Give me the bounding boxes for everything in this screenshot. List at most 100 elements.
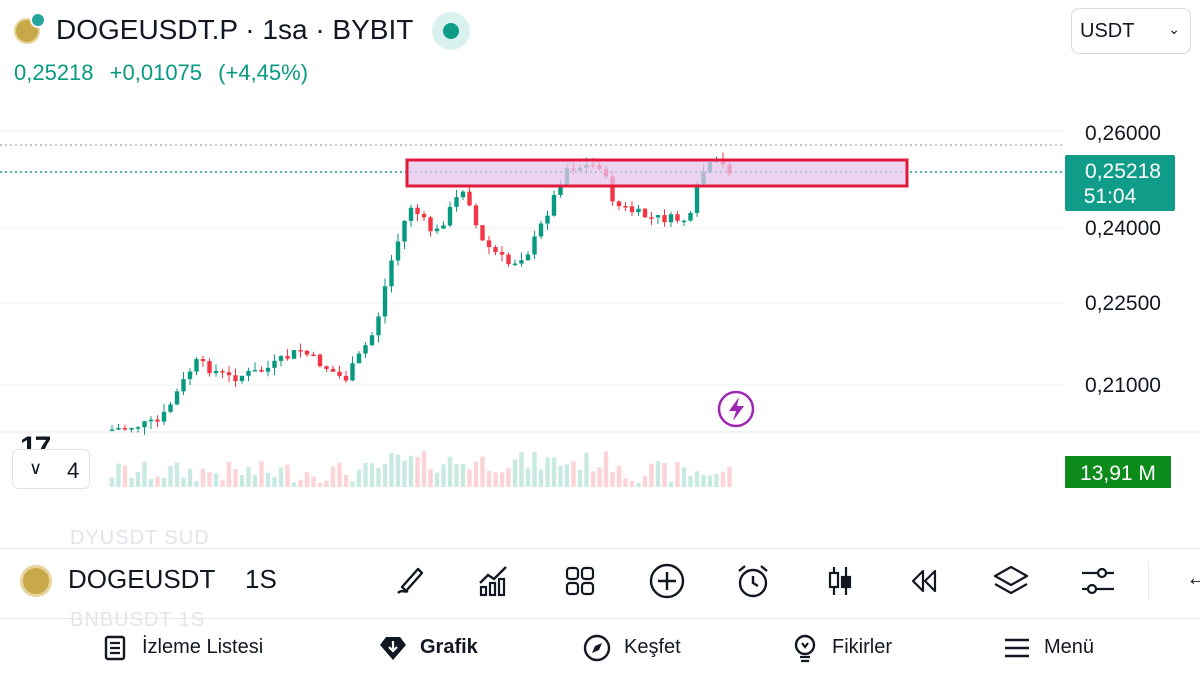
nav-explore[interactable]: Keşfet — [582, 619, 681, 676]
candle-body — [447, 206, 453, 226]
currency-select[interactable]: USDT ⌄ — [1071, 8, 1191, 54]
candle-body — [376, 316, 381, 336]
candle-body — [298, 350, 303, 352]
volume-bar — [564, 464, 570, 487]
add-plus-icon[interactable] — [645, 559, 689, 603]
candle-body — [135, 427, 141, 429]
current-price-value: 0,25218 — [1085, 160, 1161, 183]
toolbar-symbol[interactable]: DOGEUSDT — [68, 564, 216, 594]
candle-body — [649, 217, 654, 219]
volume-bar — [408, 455, 414, 487]
symbol-title[interactable]: DOGEUSDT.P · 1sa · BYBIT — [56, 14, 414, 45]
candle-body — [226, 372, 232, 376]
volume-bar — [285, 464, 290, 487]
candle-body — [369, 335, 375, 346]
volume-bar — [246, 466, 251, 487]
candle-body — [415, 207, 420, 215]
volume-bar — [681, 467, 687, 487]
volume-bar — [460, 463, 466, 487]
nav-watchlist-label: İzleme Listesi — [142, 636, 264, 658]
nav-watchlist[interactable]: İzleme Listesi — [100, 619, 263, 676]
candle-body — [278, 356, 284, 361]
toolbar-separator — [1148, 561, 1149, 601]
nav-ideas-label: Fikirler — [832, 636, 892, 658]
candle-body — [220, 370, 225, 373]
volume-bar — [629, 480, 635, 487]
candle-body — [155, 419, 160, 422]
alarm-clock-icon[interactable] — [731, 559, 775, 603]
candle-body — [467, 191, 472, 206]
nav-menu[interactable]: Menü — [1002, 619, 1094, 676]
indicators-icon[interactable] — [472, 559, 516, 603]
chart-toolbar: DYUSDT SUD BNBUSDT 1S DOGEUSDT 1S ← — [0, 527, 1200, 631]
volume-bar — [441, 464, 446, 487]
candle-body — [675, 214, 680, 221]
volume-bar — [447, 456, 453, 487]
drawing-pen-icon[interactable] — [388, 559, 432, 603]
indicator-collapse-button[interactable]: ∨ 4 — [12, 449, 90, 489]
candles-icon[interactable] — [818, 559, 862, 603]
layouts-grid-icon[interactable] — [558, 559, 602, 603]
volume-bar — [454, 464, 459, 487]
settings-sliders-icon[interactable] — [1076, 559, 1120, 603]
candle-body — [317, 354, 323, 367]
price-chart[interactable]: 0,26000 0,24000 0,22500 0,21000 0,25218 … — [0, 100, 1200, 500]
volume-bar — [720, 471, 726, 487]
nav-ideas[interactable]: Fikirler — [790, 619, 892, 676]
candle-body — [662, 215, 667, 223]
candle-body — [324, 366, 329, 369]
candle-body — [389, 260, 394, 287]
candle-body — [545, 215, 550, 224]
arrow-left-icon[interactable]: ← — [1186, 565, 1200, 590]
volume-bar — [174, 462, 180, 487]
candle-body — [207, 361, 212, 374]
volume-bar — [688, 475, 693, 487]
candle-body — [382, 286, 388, 317]
replay-icon[interactable] — [903, 559, 947, 603]
volume-value-tag — [1065, 456, 1171, 488]
toolbar-interval[interactable]: 1S — [245, 564, 277, 594]
nav-chart[interactable]: Grafik — [378, 619, 478, 676]
candle-body — [109, 429, 115, 432]
volume-bar — [311, 476, 316, 487]
candle-body — [499, 251, 505, 255]
ghost-symbol-below: BNBUSDT 1S — [70, 609, 206, 631]
volume-bar — [551, 457, 557, 487]
candle-body — [246, 370, 251, 376]
volume-bar — [421, 451, 427, 487]
volume-bar — [558, 465, 563, 487]
volume-bar — [506, 467, 511, 487]
candle-body — [532, 236, 537, 255]
volume-bar — [402, 460, 407, 487]
candle-body — [213, 370, 219, 374]
candle-body — [558, 184, 563, 195]
market-open-indicator[interactable] — [432, 12, 470, 50]
candle-body — [304, 350, 310, 355]
volume-bar — [668, 481, 674, 487]
candle-body — [187, 371, 193, 380]
candle-body — [519, 260, 524, 264]
volume-bar — [252, 475, 258, 487]
candle-body — [538, 223, 544, 237]
resistance-zone — [405, 158, 909, 188]
price-axis-label: 0,26000 — [1085, 122, 1161, 145]
watchlist-icon — [104, 635, 126, 660]
ghost-symbol-above: DYUSDT SUD — [70, 527, 210, 549]
volume-bar — [304, 472, 310, 487]
volume-bar — [220, 480, 225, 487]
lightning-icon — [717, 390, 755, 428]
volume-bar — [577, 469, 583, 487]
volume-bar — [636, 482, 641, 487]
layers-icon[interactable] — [989, 559, 1033, 603]
volume-bar — [135, 472, 141, 487]
volume-bar — [616, 466, 622, 487]
volume-bar — [363, 463, 368, 487]
nav-menu-label: Menü — [1044, 636, 1095, 658]
volume-bar — [590, 471, 596, 487]
volume-bar — [519, 452, 524, 487]
price-axis-label: 0,24000 — [1085, 217, 1161, 240]
volume-bar — [389, 452, 394, 487]
volume-bar — [662, 462, 667, 487]
volume-bar — [603, 451, 609, 487]
nav-chart-label: Grafik — [420, 636, 478, 658]
